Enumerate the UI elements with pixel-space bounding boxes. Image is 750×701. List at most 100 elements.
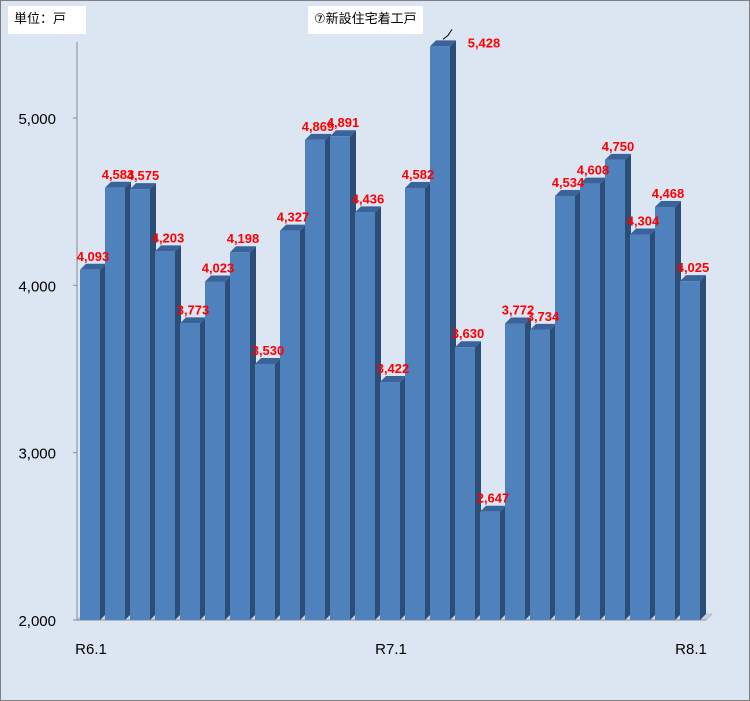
bar-top	[105, 181, 131, 188]
value-label: 4,891	[327, 115, 360, 130]
value-label: 4,534	[552, 175, 585, 190]
bar-front	[480, 511, 500, 620]
bar-side	[500, 505, 506, 620]
bar-top	[205, 275, 231, 282]
bar-top	[280, 224, 306, 231]
bar	[480, 505, 506, 620]
bar	[530, 323, 556, 620]
bar-front	[630, 234, 650, 621]
bars-layer	[80, 40, 706, 621]
value-label: 4,869	[302, 119, 335, 134]
bar-top	[230, 246, 256, 253]
bar-front	[330, 136, 350, 621]
bar-top	[380, 376, 406, 383]
bar-top	[455, 341, 481, 348]
bar	[80, 263, 106, 620]
bar-side	[350, 130, 356, 621]
bar-front	[105, 187, 125, 620]
bar-front	[680, 281, 700, 620]
bar-front	[530, 329, 550, 620]
value-label: 5,428	[468, 35, 501, 50]
value-label: 4,093	[77, 249, 110, 264]
bar-front	[380, 382, 400, 620]
bar-front	[430, 46, 450, 620]
bar-side	[225, 275, 231, 620]
bar-front	[280, 230, 300, 620]
bar-side	[650, 228, 656, 621]
bar	[655, 201, 681, 620]
bar-front	[305, 139, 325, 621]
bar-top	[330, 130, 356, 137]
value-label: 3,773	[177, 302, 210, 317]
bar-front	[255, 363, 275, 620]
bar-top	[680, 275, 706, 282]
value-label: 3,772	[502, 302, 535, 317]
bar	[405, 181, 431, 621]
bar-side	[675, 201, 681, 620]
value-label: 3,630	[452, 326, 485, 341]
value-label: 3,530	[252, 343, 285, 358]
bar-side	[125, 181, 131, 620]
unit-label: 単位：戸	[8, 6, 86, 34]
y-tick-label: 5,000	[18, 111, 56, 128]
bar-side	[325, 133, 331, 621]
bar	[380, 376, 406, 620]
bar	[205, 275, 231, 620]
value-label: 4,468	[652, 186, 685, 201]
bar-side	[700, 275, 706, 620]
bar-side	[375, 206, 381, 620]
bar-side	[450, 40, 456, 620]
bar-front	[505, 323, 525, 620]
bar	[180, 317, 206, 620]
value-label: 4,582	[402, 167, 435, 182]
bar	[630, 228, 656, 621]
bar-front	[130, 189, 150, 620]
bar-side	[100, 263, 106, 620]
bar-top	[155, 245, 181, 252]
bar-front	[655, 207, 675, 620]
bar-front	[355, 212, 375, 620]
value-label: 4,750	[602, 139, 635, 154]
bar-side	[475, 341, 481, 620]
bar	[680, 275, 706, 620]
value-label: 3,734	[527, 309, 560, 324]
y-tick-label: 4,000	[18, 278, 56, 295]
bar-side	[150, 183, 156, 620]
bar-front	[80, 269, 100, 620]
bar	[305, 133, 331, 621]
x-tick-label: R8.1	[675, 641, 707, 658]
value-label: 4,203	[152, 230, 185, 245]
bar-side	[400, 376, 406, 620]
value-label: 4,198	[227, 231, 260, 246]
bar-front	[605, 159, 625, 621]
value-label: 4,608	[577, 163, 610, 178]
value-label-leader	[442, 29, 453, 40]
value-label: 4,023	[202, 260, 235, 275]
bar-top	[405, 181, 431, 188]
bar	[255, 357, 281, 620]
bar	[130, 183, 156, 620]
y-tick-label: 3,000	[18, 446, 56, 463]
bar-side	[600, 177, 606, 620]
bar-front	[155, 251, 175, 620]
bar-front	[405, 187, 425, 621]
bar-side	[625, 153, 631, 621]
value-label: 4,583	[102, 167, 135, 182]
bar-front	[180, 323, 200, 620]
x-tick-label: R6.1	[75, 641, 107, 658]
chart-title: ⑦新設住宅着工戸	[308, 6, 423, 34]
bar-top	[530, 323, 556, 330]
bar-top	[430, 40, 456, 47]
bar	[455, 341, 481, 620]
y-tick-label: 2,000	[18, 613, 56, 630]
bar-side	[425, 181, 431, 621]
value-label: 4,327	[277, 210, 310, 225]
bar-top	[655, 201, 681, 208]
bar-top	[80, 263, 106, 270]
bar	[230, 246, 256, 620]
bar-side	[200, 317, 206, 620]
bar-top	[355, 206, 381, 213]
bar-top	[130, 183, 156, 190]
bar	[280, 224, 306, 620]
